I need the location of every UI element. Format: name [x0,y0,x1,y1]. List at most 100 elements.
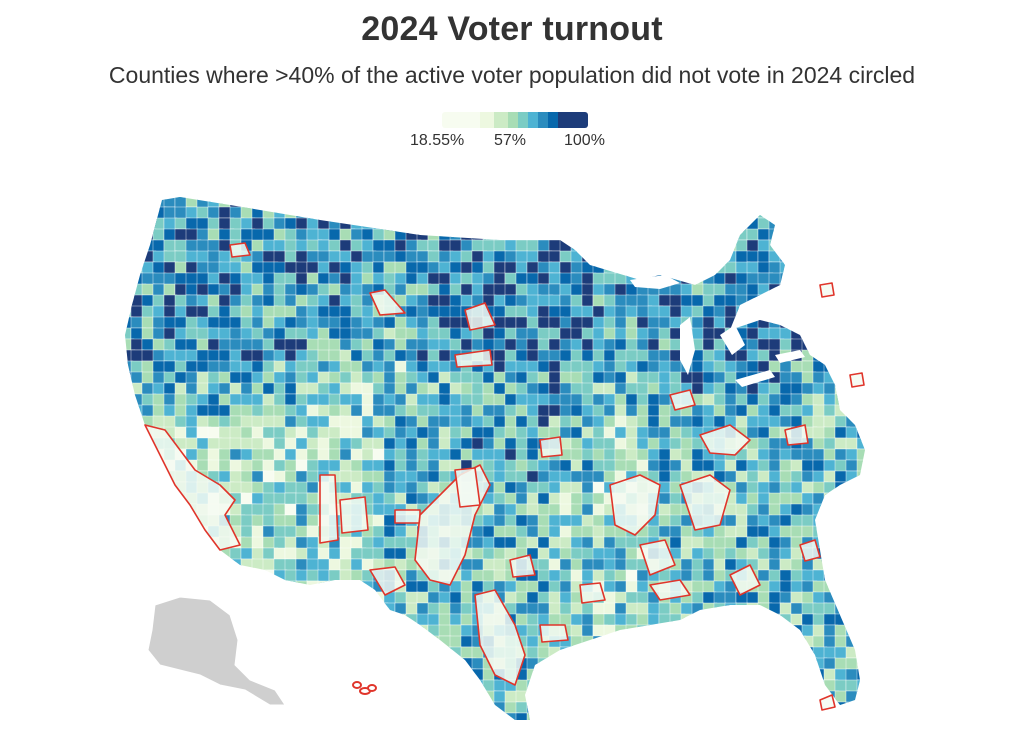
county-cell [780,724,792,738]
county-cell [329,724,343,737]
county-cell [328,338,342,352]
county-cell [262,327,275,340]
county-cell [515,217,528,230]
county-cell [680,547,694,561]
county-cell [317,646,332,662]
county-cell [702,239,715,253]
county-cell [229,602,242,616]
county-cell [251,624,268,637]
county-cell [868,295,879,309]
county-cell [163,492,176,508]
county-cell [328,646,341,660]
color-legend: 18.55% 57% 100% [410,112,615,152]
county-cell [152,712,169,720]
county-cell [207,393,221,407]
county-cell [625,360,638,374]
county-cell [834,437,848,450]
county-cell [713,197,726,200]
county-cell [713,646,726,661]
county-cell [130,690,143,703]
county-cell [845,712,859,720]
county-cell [130,338,143,351]
county-cell [526,690,541,704]
county-cell [834,503,847,516]
county-cell [823,525,837,540]
county-cell [240,624,253,640]
county-cell [757,197,772,209]
county-cell [229,448,243,461]
county-cell [328,404,342,418]
county-cell [713,602,727,617]
county-cell [691,701,707,717]
county-cell [812,228,825,243]
county-cell [537,503,551,516]
county-cell [174,569,191,583]
county-cell [483,724,495,737]
county-cell [152,525,169,541]
county-cell [823,503,838,517]
county-cell [515,261,528,274]
county-cell [185,206,198,220]
county-cell [768,646,783,660]
county-cell [625,624,639,637]
county-cell [790,239,805,254]
county-cell [141,492,157,508]
county-cell [592,349,606,362]
county-cell [768,624,781,639]
county-cell [669,624,684,638]
county-cell [845,525,860,540]
county-cell [240,613,255,627]
county-cell [262,613,278,626]
county-cell [372,415,385,428]
alaska-region [147,596,286,706]
county-cell [713,668,727,681]
county-cell [724,712,739,720]
county-cell [383,613,397,628]
county-cell [295,349,309,362]
county-cell [460,283,474,297]
county-cell [592,525,605,538]
county-cell [460,690,476,705]
county-cell [823,657,837,670]
county-cell [735,635,752,651]
county-cell [702,404,716,418]
county-cell [185,426,198,439]
county-cell [879,185,891,196]
county-cell [636,657,652,670]
county-cell [779,217,792,233]
county-cell [328,712,343,720]
county-cell [405,712,419,720]
county-cell [295,657,309,673]
county-cell [559,197,572,209]
county-cell [647,437,661,451]
county-cell [691,712,708,720]
county-cell [383,690,400,706]
county-cell [262,591,276,606]
county-cell [614,404,628,418]
county-cell [416,360,429,373]
county-cell [879,515,891,529]
county-cell [625,217,640,233]
county-cell [614,591,628,605]
county-cell [328,591,345,605]
county-cell [493,197,510,198]
county-cell [735,197,750,210]
county-cell [438,712,451,720]
county-cell [494,724,507,735]
county-cell [350,197,365,208]
county-cell [449,261,463,274]
county-cell [868,185,883,198]
county-cell [856,547,865,561]
county-cell [493,360,506,374]
county-cell [405,690,422,704]
county-cell [868,680,880,693]
county-cell [317,657,334,670]
county-cell [526,217,543,231]
county-cell [130,316,144,329]
county-cell [724,217,741,231]
county-cell [196,690,210,703]
county-cell [438,646,453,660]
county-cell [196,580,209,595]
county-cell [702,197,719,199]
county-cell [614,206,629,221]
